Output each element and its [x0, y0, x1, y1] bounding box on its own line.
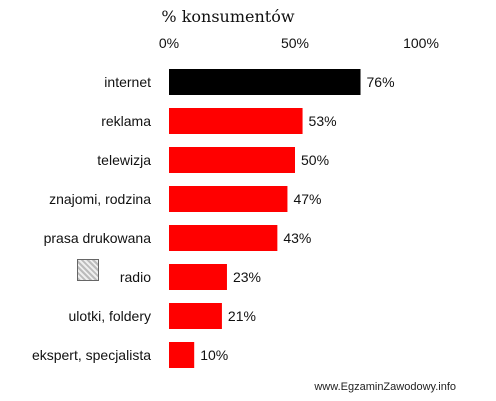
bar	[169, 342, 195, 368]
bar	[169, 264, 227, 290]
value-label: 53%	[309, 113, 337, 129]
tick-label: 50%	[281, 35, 309, 51]
footer-url: www.EgzaminZawodowy.info	[314, 381, 456, 393]
bar	[169, 186, 288, 212]
value-label: 21%	[228, 308, 256, 324]
value-labels: 76% 53% 50% 47% 43% 23% 21% 10%	[200, 74, 394, 363]
axis-ticks: 0% 50% 100%	[159, 35, 439, 51]
bar	[169, 303, 222, 329]
category-label: radio	[120, 269, 151, 285]
axis-title: % konsumentów	[161, 7, 294, 26]
category-label: prasa drukowana	[44, 230, 152, 246]
image-placeholder-icon	[77, 259, 99, 281]
bar	[169, 108, 303, 134]
value-label: 43%	[283, 230, 311, 246]
value-label: 23%	[233, 269, 261, 285]
value-label: 50%	[301, 152, 329, 168]
category-label: znajomi, rodzina	[49, 191, 151, 207]
value-label: 47%	[293, 191, 321, 207]
category-label: reklama	[101, 113, 151, 129]
bar	[169, 147, 295, 173]
bar-chart: % konsumentów 0% 50% 100% internet reklama t…	[32, 7, 439, 368]
value-label: 10%	[200, 347, 228, 363]
category-label: ulotki, foldery	[69, 308, 151, 324]
tick-label: 100%	[403, 35, 439, 51]
category-label: telewizja	[97, 152, 151, 168]
category-labels: internet reklama telewizja znajomi, rodzina…	[32, 74, 151, 363]
bar	[169, 225, 278, 251]
tick-label: 0%	[159, 35, 179, 51]
bar	[169, 69, 361, 95]
bars	[169, 69, 361, 368]
category-label: ekspert, specjalista	[32, 347, 151, 363]
category-label: internet	[104, 74, 151, 90]
value-label: 76%	[367, 74, 395, 90]
